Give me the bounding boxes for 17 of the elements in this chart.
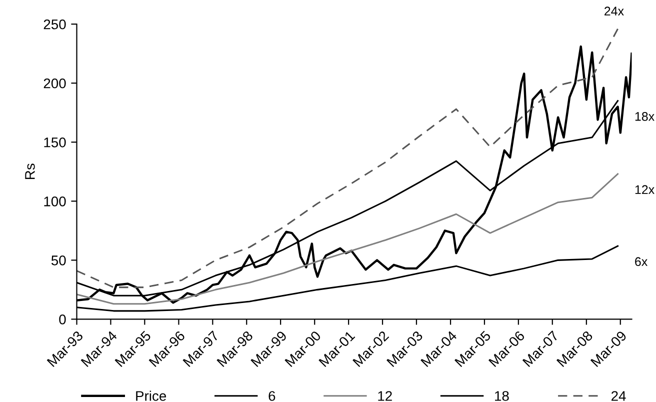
annotation: 6x [635, 257, 648, 266]
y-tick-label: 200 [44, 78, 66, 88]
annotation: 24x [604, 6, 624, 16]
legend-label: 18 [495, 391, 509, 401]
y-tick-label: 50 [51, 256, 66, 266]
y-tick-label: 0 [59, 314, 66, 324]
y-tick-label: 100 [44, 196, 66, 206]
legend-label: 24 [612, 391, 626, 401]
annotation: 18x [635, 112, 654, 121]
y-tick-label: 150 [44, 137, 66, 148]
y-tick-label: 250 [44, 19, 66, 30]
y-axis-title: Rs [25, 164, 35, 179]
legend-label: 6 [268, 391, 276, 401]
legend-label: 12 [378, 391, 392, 401]
legend-label: Price [136, 390, 166, 401]
annotation: 12x [635, 185, 654, 194]
line-series [76, 173, 619, 305]
